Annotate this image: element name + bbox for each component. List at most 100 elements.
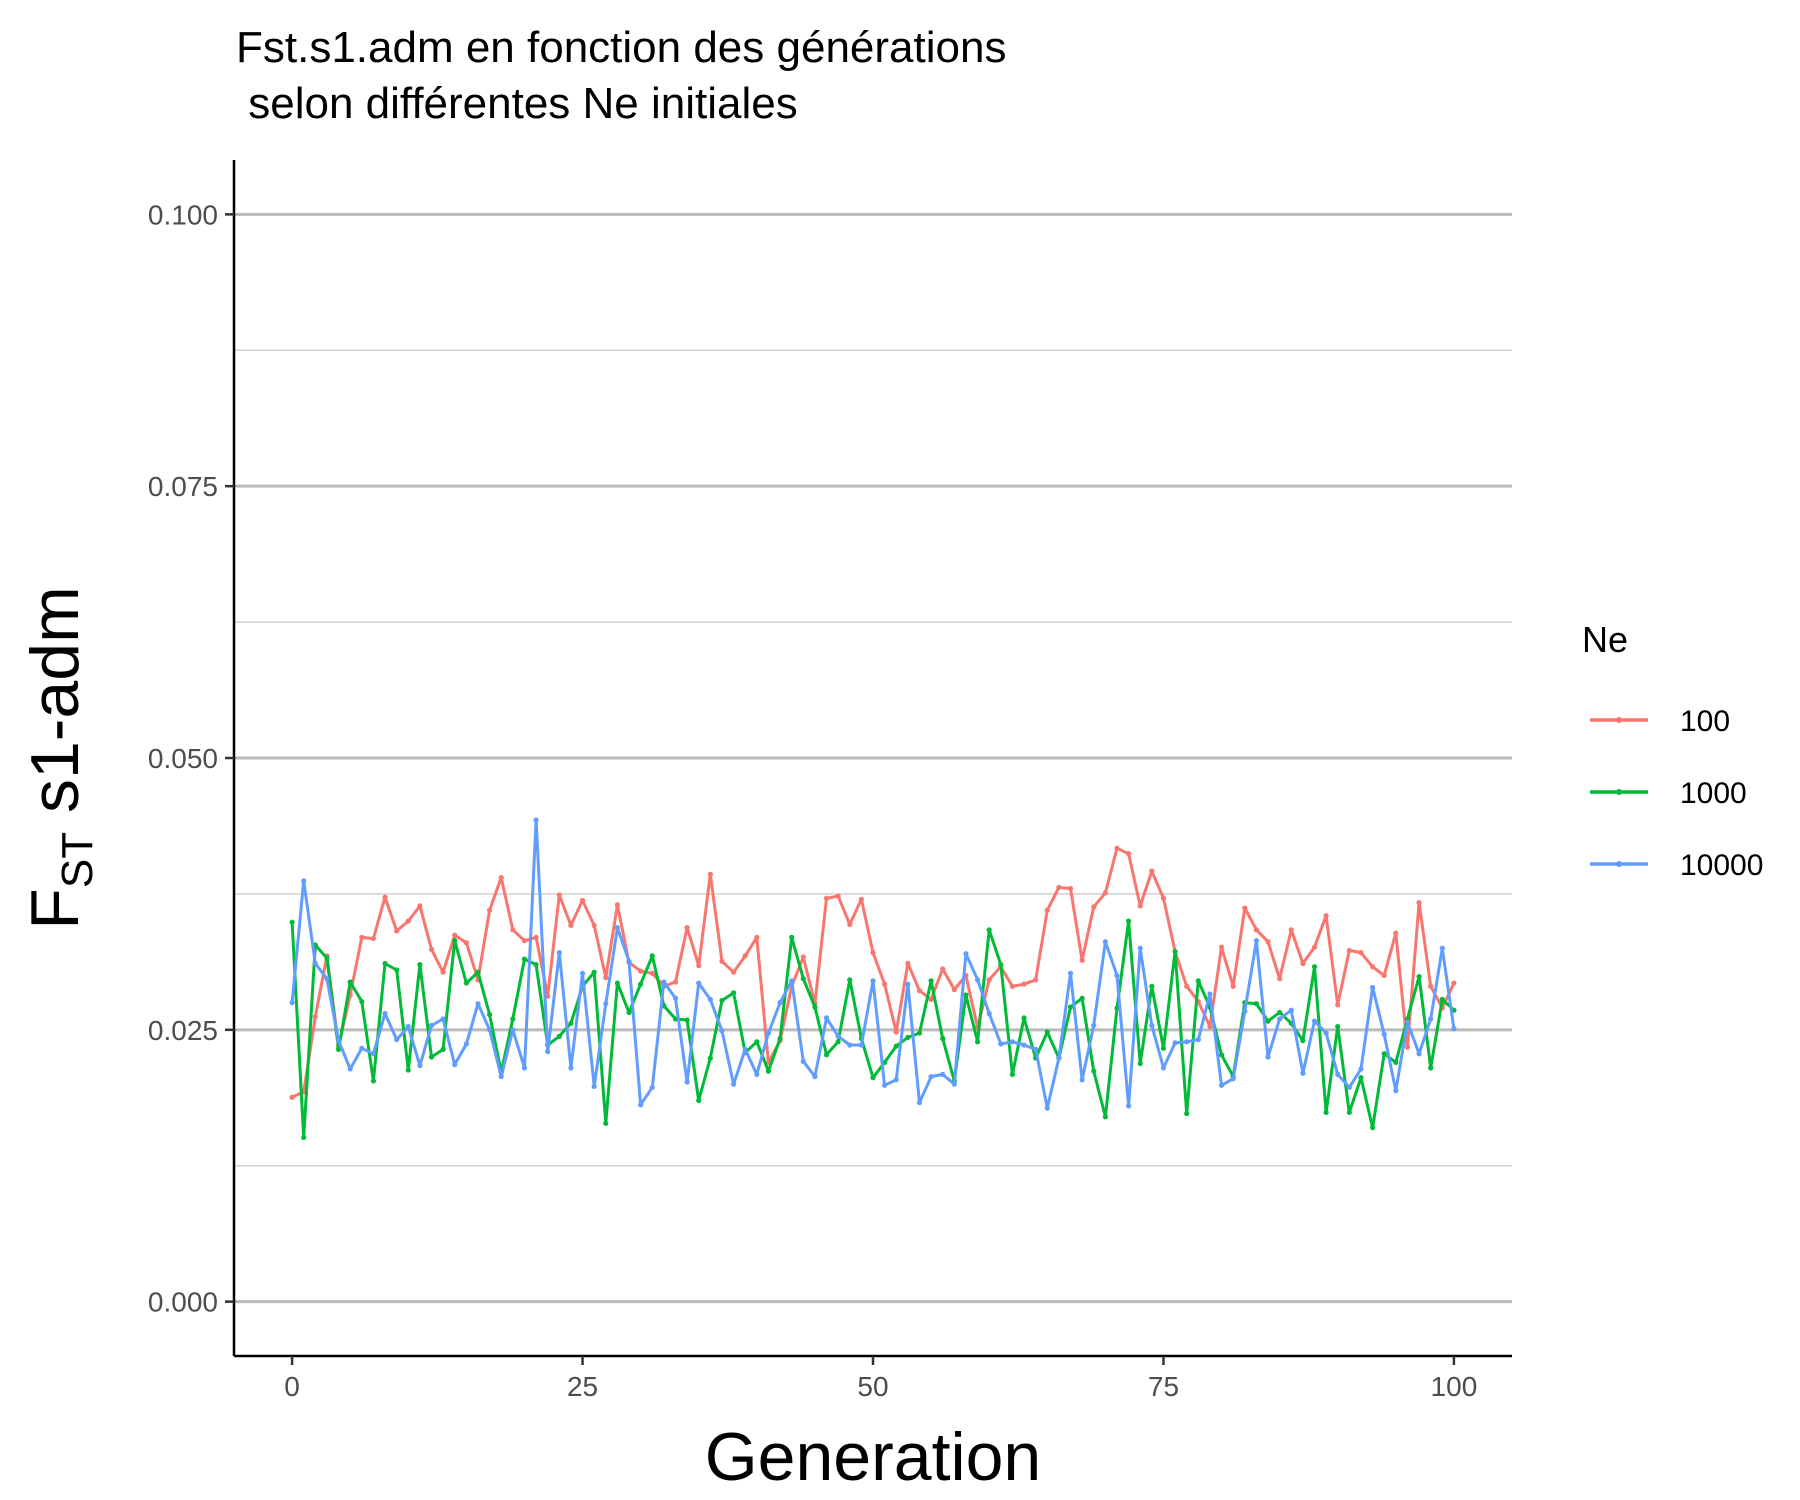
data-point-1000-88 (1311, 964, 1318, 970)
data-point-1000-93 (1369, 1125, 1376, 1131)
data-point-1000-98 (1428, 1065, 1434, 1071)
data-point-1000-34 (684, 1017, 690, 1023)
data-point-100-9 (394, 928, 400, 934)
data-point-1000-74 (1149, 983, 1155, 989)
data-point-10000-70 (1102, 939, 1108, 945)
data-point-10000-73 (1137, 945, 1143, 951)
data-point-100-73 (1137, 903, 1143, 909)
data-point-100-100 (1451, 980, 1457, 986)
y-axis-title: FST s1-adm (17, 586, 102, 929)
data-point-100-66 (1056, 884, 1062, 890)
data-point-1000-75 (1160, 1045, 1167, 1051)
data-point-100-87 (1300, 960, 1306, 967)
data-point-100-6 (359, 934, 365, 941)
data-point-10000-46 (823, 1015, 830, 1021)
data-point-100-74 (1149, 868, 1155, 874)
data-point-10000-67 (1067, 970, 1074, 976)
legend: Ne 100 1000 10000 (1582, 619, 1763, 882)
data-point-1000-59 (974, 1039, 981, 1045)
data-point-10000-16 (475, 1001, 481, 1007)
data-point-100-70 (1102, 890, 1108, 896)
data-point-10000-36 (707, 996, 713, 1002)
data-point-1000-78 (1195, 978, 1201, 984)
data-point-100-96 (1404, 1044, 1411, 1050)
data-point-10000-2 (312, 960, 318, 967)
data-point-100-44 (800, 954, 806, 960)
data-point-1000-19 (510, 1016, 516, 1022)
data-point-10000-57 (951, 1081, 957, 1087)
data-point-10000-27 (603, 1001, 609, 1007)
data-point-10000-80 (1218, 1082, 1225, 1088)
data-point-100-30 (638, 968, 644, 974)
data-point-10000-24 (568, 1065, 574, 1071)
data-point-1000-68 (1079, 995, 1085, 1001)
data-point-100-24 (568, 922, 574, 929)
data-point-1000-91 (1346, 1109, 1352, 1116)
data-point-10000-64 (1033, 1046, 1039, 1052)
data-point-10000-34 (684, 1079, 690, 1085)
data-point-100-92 (1358, 950, 1364, 956)
data-point-1000-14 (452, 938, 458, 944)
data-point-10000-83 (1253, 938, 1259, 944)
y-tick-label-0: 0.000 (148, 1287, 218, 1318)
data-point-10000-96 (1404, 1019, 1411, 1025)
legend-key-point-100 (1616, 717, 1622, 723)
data-point-100-23 (556, 892, 562, 898)
data-point-100-90 (1335, 1002, 1341, 1008)
data-point-100-69 (1091, 904, 1097, 910)
data-point-100-8 (382, 894, 388, 900)
data-point-1000-11 (417, 961, 423, 968)
data-point-10000-33 (672, 995, 679, 1001)
data-point-10000-22 (545, 1048, 551, 1055)
x-tick-label-2: 50 (857, 1371, 888, 1402)
data-point-1000-37 (719, 997, 725, 1004)
data-point-100-71 (1114, 845, 1120, 851)
data-point-100-98 (1428, 983, 1434, 989)
data-point-10000-65 (1044, 1105, 1050, 1111)
data-point-10000-7 (370, 1051, 377, 1057)
legend-items: 100 1000 10000 (1590, 705, 1763, 882)
data-point-1000-6 (359, 998, 365, 1005)
data-point-100-25 (579, 897, 586, 904)
data-point-100-75 (1160, 895, 1167, 901)
x-tick-label-4: 100 (1431, 1371, 1478, 1402)
series-line-100 (291, 846, 1456, 1099)
data-point-10000-84 (1265, 1054, 1271, 1060)
data-point-1000-76 (1172, 948, 1178, 955)
data-point-100-12 (428, 946, 435, 952)
data-point-1000-48 (847, 977, 853, 983)
data-point-10000-82 (1242, 1008, 1248, 1014)
series-1000 (289, 918, 1457, 1141)
data-point-1000-42 (777, 1035, 783, 1042)
data-point-100-85 (1277, 976, 1283, 982)
legend-item-10000: 10000 (1590, 849, 1763, 882)
data-point-10000-19 (510, 1027, 516, 1033)
data-point-1000-24 (568, 1020, 574, 1026)
data-point-100-0 (289, 1094, 295, 1100)
data-point-100-91 (1346, 947, 1352, 954)
y-axis-title-rest: s1-adm (17, 586, 93, 832)
data-point-10000-68 (1079, 1077, 1085, 1083)
chart-title-line-1: Fst.s1.adm en fonction des générations (236, 23, 1006, 72)
data-point-10000-86 (1288, 1007, 1294, 1013)
data-point-100-14 (452, 932, 458, 938)
data-point-1000-99 (1439, 996, 1445, 1002)
data-point-1000-3 (324, 955, 330, 961)
data-point-10000-93 (1369, 984, 1376, 991)
data-point-10000-51 (882, 1082, 888, 1088)
data-point-10000-32 (661, 979, 667, 985)
legend-label-100: 100 (1680, 705, 1730, 738)
data-point-1000-27 (603, 1120, 609, 1126)
data-point-1000-62 (1009, 1071, 1016, 1077)
x-tick-label-0: 0 (284, 1371, 300, 1402)
data-point-10000-95 (1393, 1088, 1399, 1094)
data-point-1000-54 (916, 1030, 923, 1036)
data-point-1000-40 (754, 1039, 760, 1045)
data-point-10000-6 (359, 1045, 365, 1051)
data-point-1000-12 (428, 1054, 435, 1060)
data-point-10000-12 (428, 1022, 435, 1029)
data-point-100-35 (696, 963, 702, 969)
data-point-10000-78 (1195, 1037, 1201, 1043)
y-tick-label-3: 0.075 (148, 471, 218, 502)
data-point-10000-58 (963, 951, 969, 957)
